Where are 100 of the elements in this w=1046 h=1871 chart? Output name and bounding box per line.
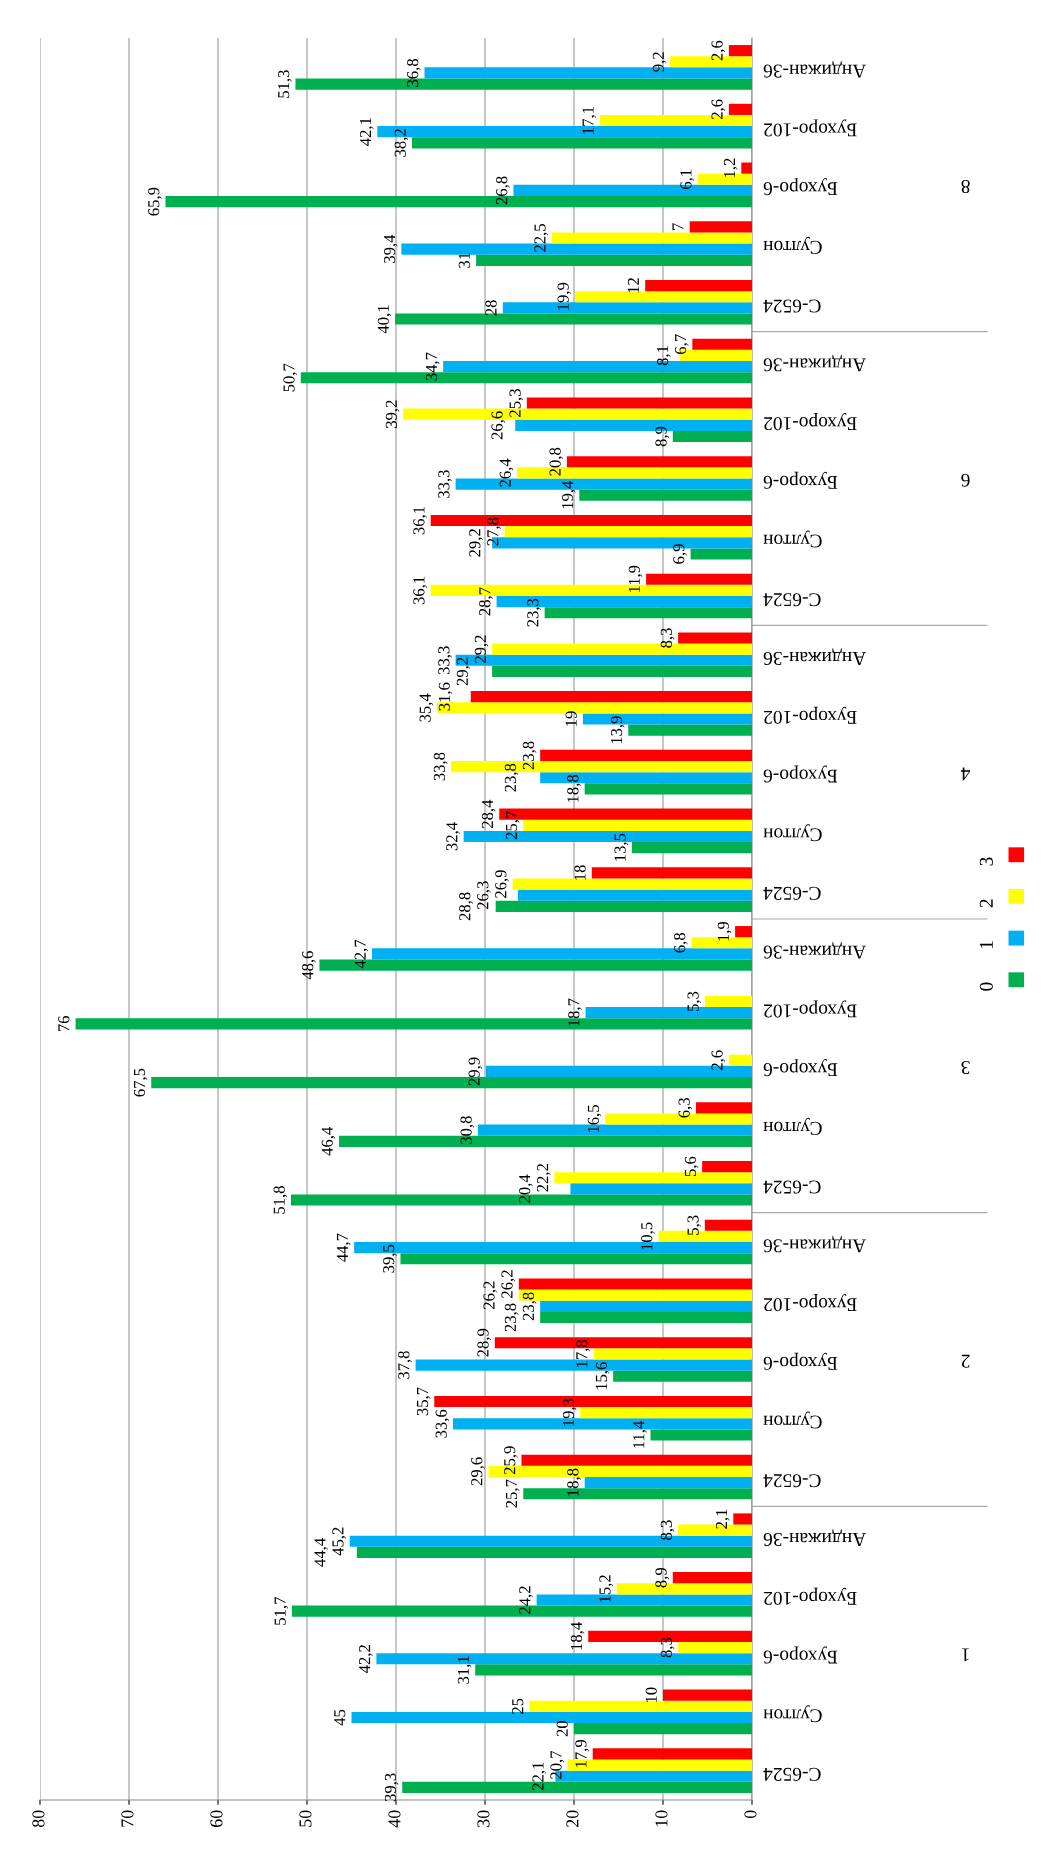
data-label: 28,9 (477, 1328, 492, 1357)
bar (645, 279, 752, 292)
data-label: 8,1 (656, 346, 671, 366)
data-label: 26,3 (477, 881, 491, 910)
data-label: 24,2 (519, 1586, 533, 1614)
data-label: 15,2 (599, 1575, 613, 1602)
data-label: 28,8 (459, 892, 473, 921)
bar (570, 1183, 752, 1195)
y-tick-label: С-6524 (763, 1474, 821, 1488)
y-tick-label: С-6524 (763, 593, 821, 607)
data-label: 23,8 (504, 1303, 519, 1332)
y-tick-label: С-6524 (763, 886, 821, 900)
bar (356, 1546, 752, 1559)
bar (695, 1102, 752, 1114)
data-label: 23,3 (527, 598, 541, 627)
bar (540, 1300, 752, 1312)
bar (704, 1219, 752, 1231)
data-label: 23,8 (504, 763, 519, 792)
data-label: 33,8 (433, 752, 448, 781)
bar (566, 456, 752, 468)
data-label: 29,2 (469, 529, 483, 557)
data-label: 18,7 (568, 998, 582, 1026)
data-label: 32,4 (446, 822, 460, 851)
y-tick-label: Андижан-36 (763, 1235, 867, 1253)
bar (579, 489, 752, 501)
legend-label: 2 (979, 899, 993, 908)
data-label: 39,2 (385, 400, 400, 428)
data-label: 8,3 (660, 1637, 675, 1658)
data-label: 34,7 (425, 352, 440, 381)
data-label: 26,9 (495, 870, 509, 898)
data-label: 7 (672, 223, 684, 230)
y-tick-label: С-6524 (763, 299, 821, 313)
data-label: 23,8 (522, 741, 537, 770)
y-tick-label: Бухоро-6 (763, 471, 838, 489)
y-tick-label: Андижан-36 (763, 354, 867, 372)
data-label: 50,7 (283, 363, 298, 392)
bar (592, 1748, 752, 1760)
y-tick-label: Андижан-36 (763, 942, 867, 959)
data-label: 36,1 (413, 576, 427, 605)
data-label: 2,6 (711, 40, 726, 61)
bar (678, 632, 752, 644)
data-label: 25,7 (505, 1479, 520, 1508)
bar (631, 842, 752, 854)
data-label: 2,6 (711, 99, 726, 120)
data-label: 2,1 (715, 1509, 730, 1529)
data-label: 39,3 (384, 1773, 399, 1802)
data-label: 76 (58, 1016, 70, 1032)
bar (574, 291, 752, 303)
bar (741, 162, 752, 174)
bar (495, 900, 752, 912)
data-label: 5,6 (684, 1156, 699, 1177)
data-label: 29,6 (471, 1457, 485, 1486)
data-label: 44,7 (336, 1233, 351, 1262)
data-label: 8,3 (660, 1520, 675, 1540)
data-label: 39,5 (383, 1244, 397, 1273)
y-tick-label: Бухоро-102 (764, 413, 857, 431)
data-label: 26,2 (483, 1281, 498, 1310)
data-label: 19 (565, 711, 577, 726)
data-label: 15,6 (595, 1362, 610, 1390)
data-label: 19,4 (561, 480, 576, 509)
data-label: 45,2 (332, 1527, 346, 1556)
data-label: 37,8 (398, 1351, 412, 1379)
data-label: 20,7 (550, 1750, 565, 1779)
data-label: 19,3 (562, 1398, 577, 1426)
bar (646, 573, 752, 585)
bar (628, 724, 752, 736)
data-label: 22,2 (537, 1164, 551, 1192)
bar (663, 1689, 752, 1701)
bar (584, 783, 752, 795)
bar (521, 1454, 752, 1466)
data-label: 5,3 (687, 991, 702, 1011)
y-tick-label: С-6524 (763, 1767, 821, 1781)
data-label: 25,3 (509, 389, 524, 417)
data-label: 31,6 (438, 682, 453, 711)
y-tick-label: Андижан-36 (763, 61, 867, 78)
data-label: 11,9 (628, 565, 643, 593)
legend-label: 1 (979, 941, 993, 949)
bar (728, 45, 752, 57)
bar (593, 1348, 752, 1360)
y-tick-label: Бухоро-102 (764, 1294, 857, 1312)
bar (690, 548, 752, 560)
y-tick-label: Бухоро-102 (764, 706, 857, 724)
data-label: 10 (645, 1687, 657, 1703)
legend-label: 3 (979, 857, 993, 866)
data-label: 29,9 (468, 1057, 483, 1086)
bar (672, 430, 752, 443)
data-label: 33,3 (438, 470, 452, 498)
text: 8 (961, 179, 970, 194)
data-label: 65,9 (148, 187, 162, 216)
y-tick-label: Султон (763, 236, 822, 254)
data-label: 18 (574, 865, 586, 880)
bar (672, 1572, 752, 1584)
bar (517, 889, 752, 901)
bar (678, 1642, 752, 1654)
data-label: 6,1 (680, 169, 694, 189)
data-label: 8,3 (660, 628, 675, 648)
bar (728, 103, 752, 115)
data-label: 42,7 (354, 939, 369, 969)
data-label: 6,8 (674, 933, 688, 953)
data-label: 12 (627, 278, 639, 293)
